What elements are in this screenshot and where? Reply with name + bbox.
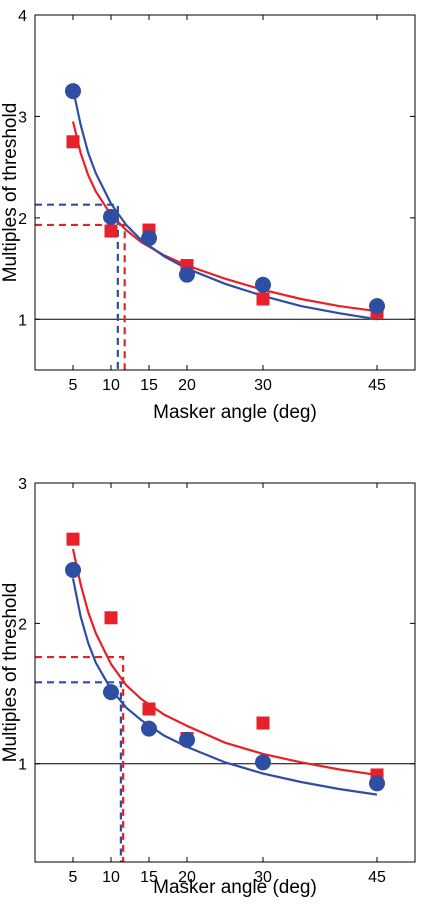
- y-tick-label: 1: [18, 312, 27, 329]
- data-point-circle: [103, 208, 119, 225]
- data-point-square: [104, 224, 118, 238]
- y-tick-label: 2: [18, 211, 27, 228]
- x-tick-label: 30: [254, 377, 272, 394]
- data-point-circle: [103, 684, 119, 701]
- data-point-circle: [179, 266, 195, 283]
- data-point-circle: [369, 775, 385, 792]
- x-tick-label: 45: [368, 869, 386, 886]
- y-tick-label: 4: [18, 8, 27, 25]
- x-tick-label: 5: [69, 869, 78, 886]
- y-tick-label: 3: [18, 109, 27, 126]
- x-tick-label: 20: [178, 377, 196, 394]
- data-point-square: [256, 716, 270, 730]
- data-point-square: [256, 292, 270, 306]
- y-axis-label: Multiples of threshold: [0, 583, 21, 763]
- data-point-circle: [65, 83, 81, 100]
- x-axis-label: Masker angle (deg): [153, 402, 317, 423]
- threshold-dashed-line-series-1: [35, 655, 125, 862]
- x-tick-label: 20: [178, 869, 196, 886]
- x-axis-label: Masker angle (deg): [153, 877, 317, 898]
- y-tick-label: 3: [18, 476, 27, 493]
- y-tick-label: 1: [18, 757, 27, 774]
- y-axis-label: Multiples of threshold: [0, 103, 21, 283]
- x-tick-label: 5: [69, 377, 78, 394]
- data-point-circle: [179, 731, 195, 748]
- data-point-square: [142, 702, 156, 716]
- data-point-circle: [141, 230, 157, 247]
- data-point-circle: [255, 754, 271, 771]
- x-tick-label: 15: [140, 869, 158, 886]
- threshold-dashed-line-series-2: [35, 681, 122, 862]
- threshold-dashed-line-series-1: [35, 223, 126, 370]
- chart-panel-1: 5 10 15 20 30 45 1 2 3 4 Masker angle (deg) Multipl…: [0, 8, 416, 423]
- data-point-circle: [369, 298, 385, 315]
- chart-panel-2: 5 10 15 20 30 45 1 2 3 Masker angle (deg) Multiple…: [0, 476, 416, 898]
- fit-curve-series-2: [71, 578, 378, 796]
- data-point-circle: [65, 562, 81, 579]
- data-point-circle: [255, 276, 271, 293]
- x-tick-label: 10: [102, 377, 120, 394]
- plot-frame: [34, 482, 416, 863]
- fit-curve-series-1: [71, 548, 378, 777]
- y-tick-label: 2: [18, 616, 27, 633]
- plot-frame: [34, 14, 416, 371]
- fit-curve-series-2: [71, 88, 378, 321]
- data-point-square: [66, 532, 80, 546]
- data-point-circle: [141, 720, 157, 737]
- x-tick-label: 10: [102, 869, 120, 886]
- threshold-dashed-line-series-2: [35, 203, 119, 370]
- x-tick-label: 30: [254, 869, 272, 886]
- data-point-square: [66, 135, 80, 149]
- x-tick-label: 15: [140, 377, 158, 394]
- data-point-square: [104, 611, 118, 625]
- x-tick-label: 45: [368, 377, 386, 394]
